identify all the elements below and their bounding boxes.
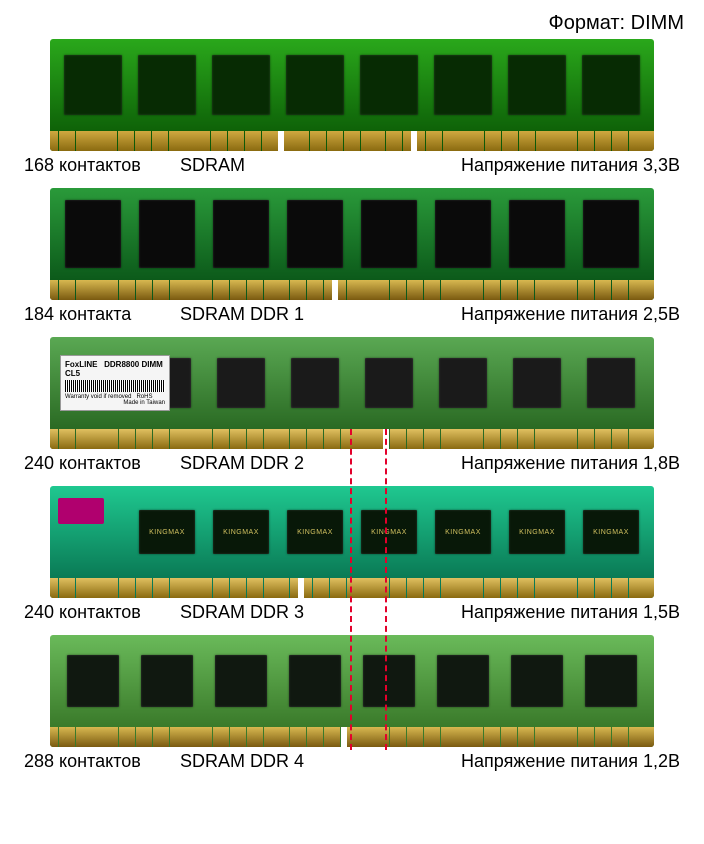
memory-chip	[508, 55, 566, 115]
memory-chip: KINGMAX	[361, 510, 417, 554]
ram-stick: KINGMAX KINGMAX KINGMAX KINGMAX KINGMAX KINGM…	[50, 486, 654, 598]
memory-chip	[141, 655, 193, 707]
ram-module-0: 168 контактовSDRAMНапряжение питания 3,3…	[24, 39, 680, 184]
ram-stick	[50, 188, 654, 300]
voltage-label: Напряжение питания 1,8В	[410, 453, 680, 474]
ram-module-1: 184 контактаSDRAM DDR 1Напряжение питани…	[24, 188, 680, 333]
type-label: SDRAM DDR 1	[174, 304, 410, 325]
contacts-label: 168 контактов	[24, 155, 174, 176]
key-notch	[411, 131, 417, 151]
notch-guide-line	[350, 429, 352, 750]
page-title: Формат: DIMM	[0, 0, 704, 39]
memory-chip	[583, 200, 639, 268]
type-label: SDRAM DDR 4	[174, 751, 410, 772]
pcb	[50, 635, 654, 727]
voltage-label: Напряжение питания 1,5В	[410, 602, 680, 623]
memory-chip	[582, 55, 640, 115]
memory-chip	[360, 55, 418, 115]
memory-chip	[509, 200, 565, 268]
module-labels: 184 контактаSDRAM DDR 1Напряжение питани…	[24, 302, 680, 333]
memory-chip	[587, 358, 635, 408]
contact-pins	[50, 578, 654, 598]
memory-chip	[434, 55, 492, 115]
contact-pins	[50, 131, 654, 151]
key-notch	[341, 727, 347, 747]
memory-chip	[289, 655, 341, 707]
voltage-label: Напряжение питания 2,5В	[410, 304, 680, 325]
pcb: KINGMAX KINGMAX KINGMAX KINGMAX KINGMAX KINGM…	[50, 486, 654, 578]
type-label: SDRAM	[174, 155, 410, 176]
memory-chip	[585, 655, 637, 707]
memory-chip	[435, 200, 491, 268]
contacts-label: 288 контактов	[24, 751, 174, 772]
key-notch	[278, 131, 284, 151]
module-labels: 288 контактовSDRAM DDR 4Напряжение питан…	[24, 749, 680, 780]
memory-chip	[217, 358, 265, 408]
ram-stick	[50, 635, 654, 747]
memory-chip	[437, 655, 489, 707]
ram-module-4: 288 контактовSDRAM DDR 4Напряжение питан…	[24, 635, 680, 780]
memory-chip: KINGMAX	[287, 510, 343, 554]
sticker-brand: FoxLINE DDR8800 DIMM CL5	[65, 360, 165, 378]
contacts-label: 240 контактов	[24, 453, 174, 474]
memory-chip	[511, 655, 563, 707]
sticker-barcode	[65, 380, 165, 392]
memory-chip: KINGMAX	[509, 510, 565, 554]
contact-pins	[50, 727, 654, 747]
memory-chip	[363, 655, 415, 707]
notch-guide-line	[385, 429, 387, 750]
memory-chip	[513, 358, 561, 408]
memory-chip: KINGMAX	[213, 510, 269, 554]
contact-pins	[50, 429, 654, 449]
contacts-label: 240 контактов	[24, 602, 174, 623]
modules-container: 168 контактовSDRAMНапряжение питания 3,3…	[0, 39, 704, 780]
memory-chip: KINGMAX	[583, 510, 639, 554]
ram-module-2: FoxLINE DDR8800 DIMM CL5Warranty void if…	[24, 337, 680, 482]
key-notch	[332, 280, 338, 300]
memory-chip: KINGMAX	[139, 510, 195, 554]
memory-chip	[439, 358, 487, 408]
memory-chip: KINGMAX	[435, 510, 491, 554]
module-labels: 240 контактовSDRAM DDR 2Напряжение питан…	[24, 451, 680, 482]
voltage-label: Напряжение питания 1,2В	[410, 751, 680, 772]
memory-chip	[213, 200, 269, 268]
type-label: SDRAM DDR 3	[174, 602, 410, 623]
contacts-label: 184 контакта	[24, 304, 174, 325]
memory-chip	[361, 200, 417, 268]
pcb	[50, 188, 654, 280]
module-labels: 168 контактовSDRAMНапряжение питания 3,3…	[24, 153, 680, 184]
contact-pins	[50, 280, 654, 300]
memory-chip	[286, 55, 344, 115]
memory-chip	[365, 358, 413, 408]
memory-chip	[287, 200, 343, 268]
memory-chip	[64, 55, 122, 115]
type-label: SDRAM DDR 2	[174, 453, 410, 474]
brand-label	[58, 498, 104, 524]
voltage-label: Напряжение питания 3,3В	[410, 155, 680, 176]
ram-stick	[50, 39, 654, 151]
ram-stick: FoxLINE DDR8800 DIMM CL5Warranty void if…	[50, 337, 654, 449]
module-labels: 240 контактовSDRAM DDR 3Напряжение питан…	[24, 600, 680, 631]
memory-chip	[212, 55, 270, 115]
sticker-origin: Made in Taiwan	[65, 400, 165, 406]
memory-chip	[67, 655, 119, 707]
pcb	[50, 39, 654, 131]
memory-chip	[215, 655, 267, 707]
memory-chip	[291, 358, 339, 408]
memory-chip	[139, 200, 195, 268]
pcb: FoxLINE DDR8800 DIMM CL5Warranty void if…	[50, 337, 654, 429]
key-notch	[298, 578, 304, 598]
ram-module-3: KINGMAX KINGMAX KINGMAX KINGMAX KINGMAX KINGM…	[24, 486, 680, 631]
memory-chip	[138, 55, 196, 115]
module-sticker: FoxLINE DDR8800 DIMM CL5Warranty void if…	[60, 355, 170, 411]
memory-chip	[65, 200, 121, 268]
